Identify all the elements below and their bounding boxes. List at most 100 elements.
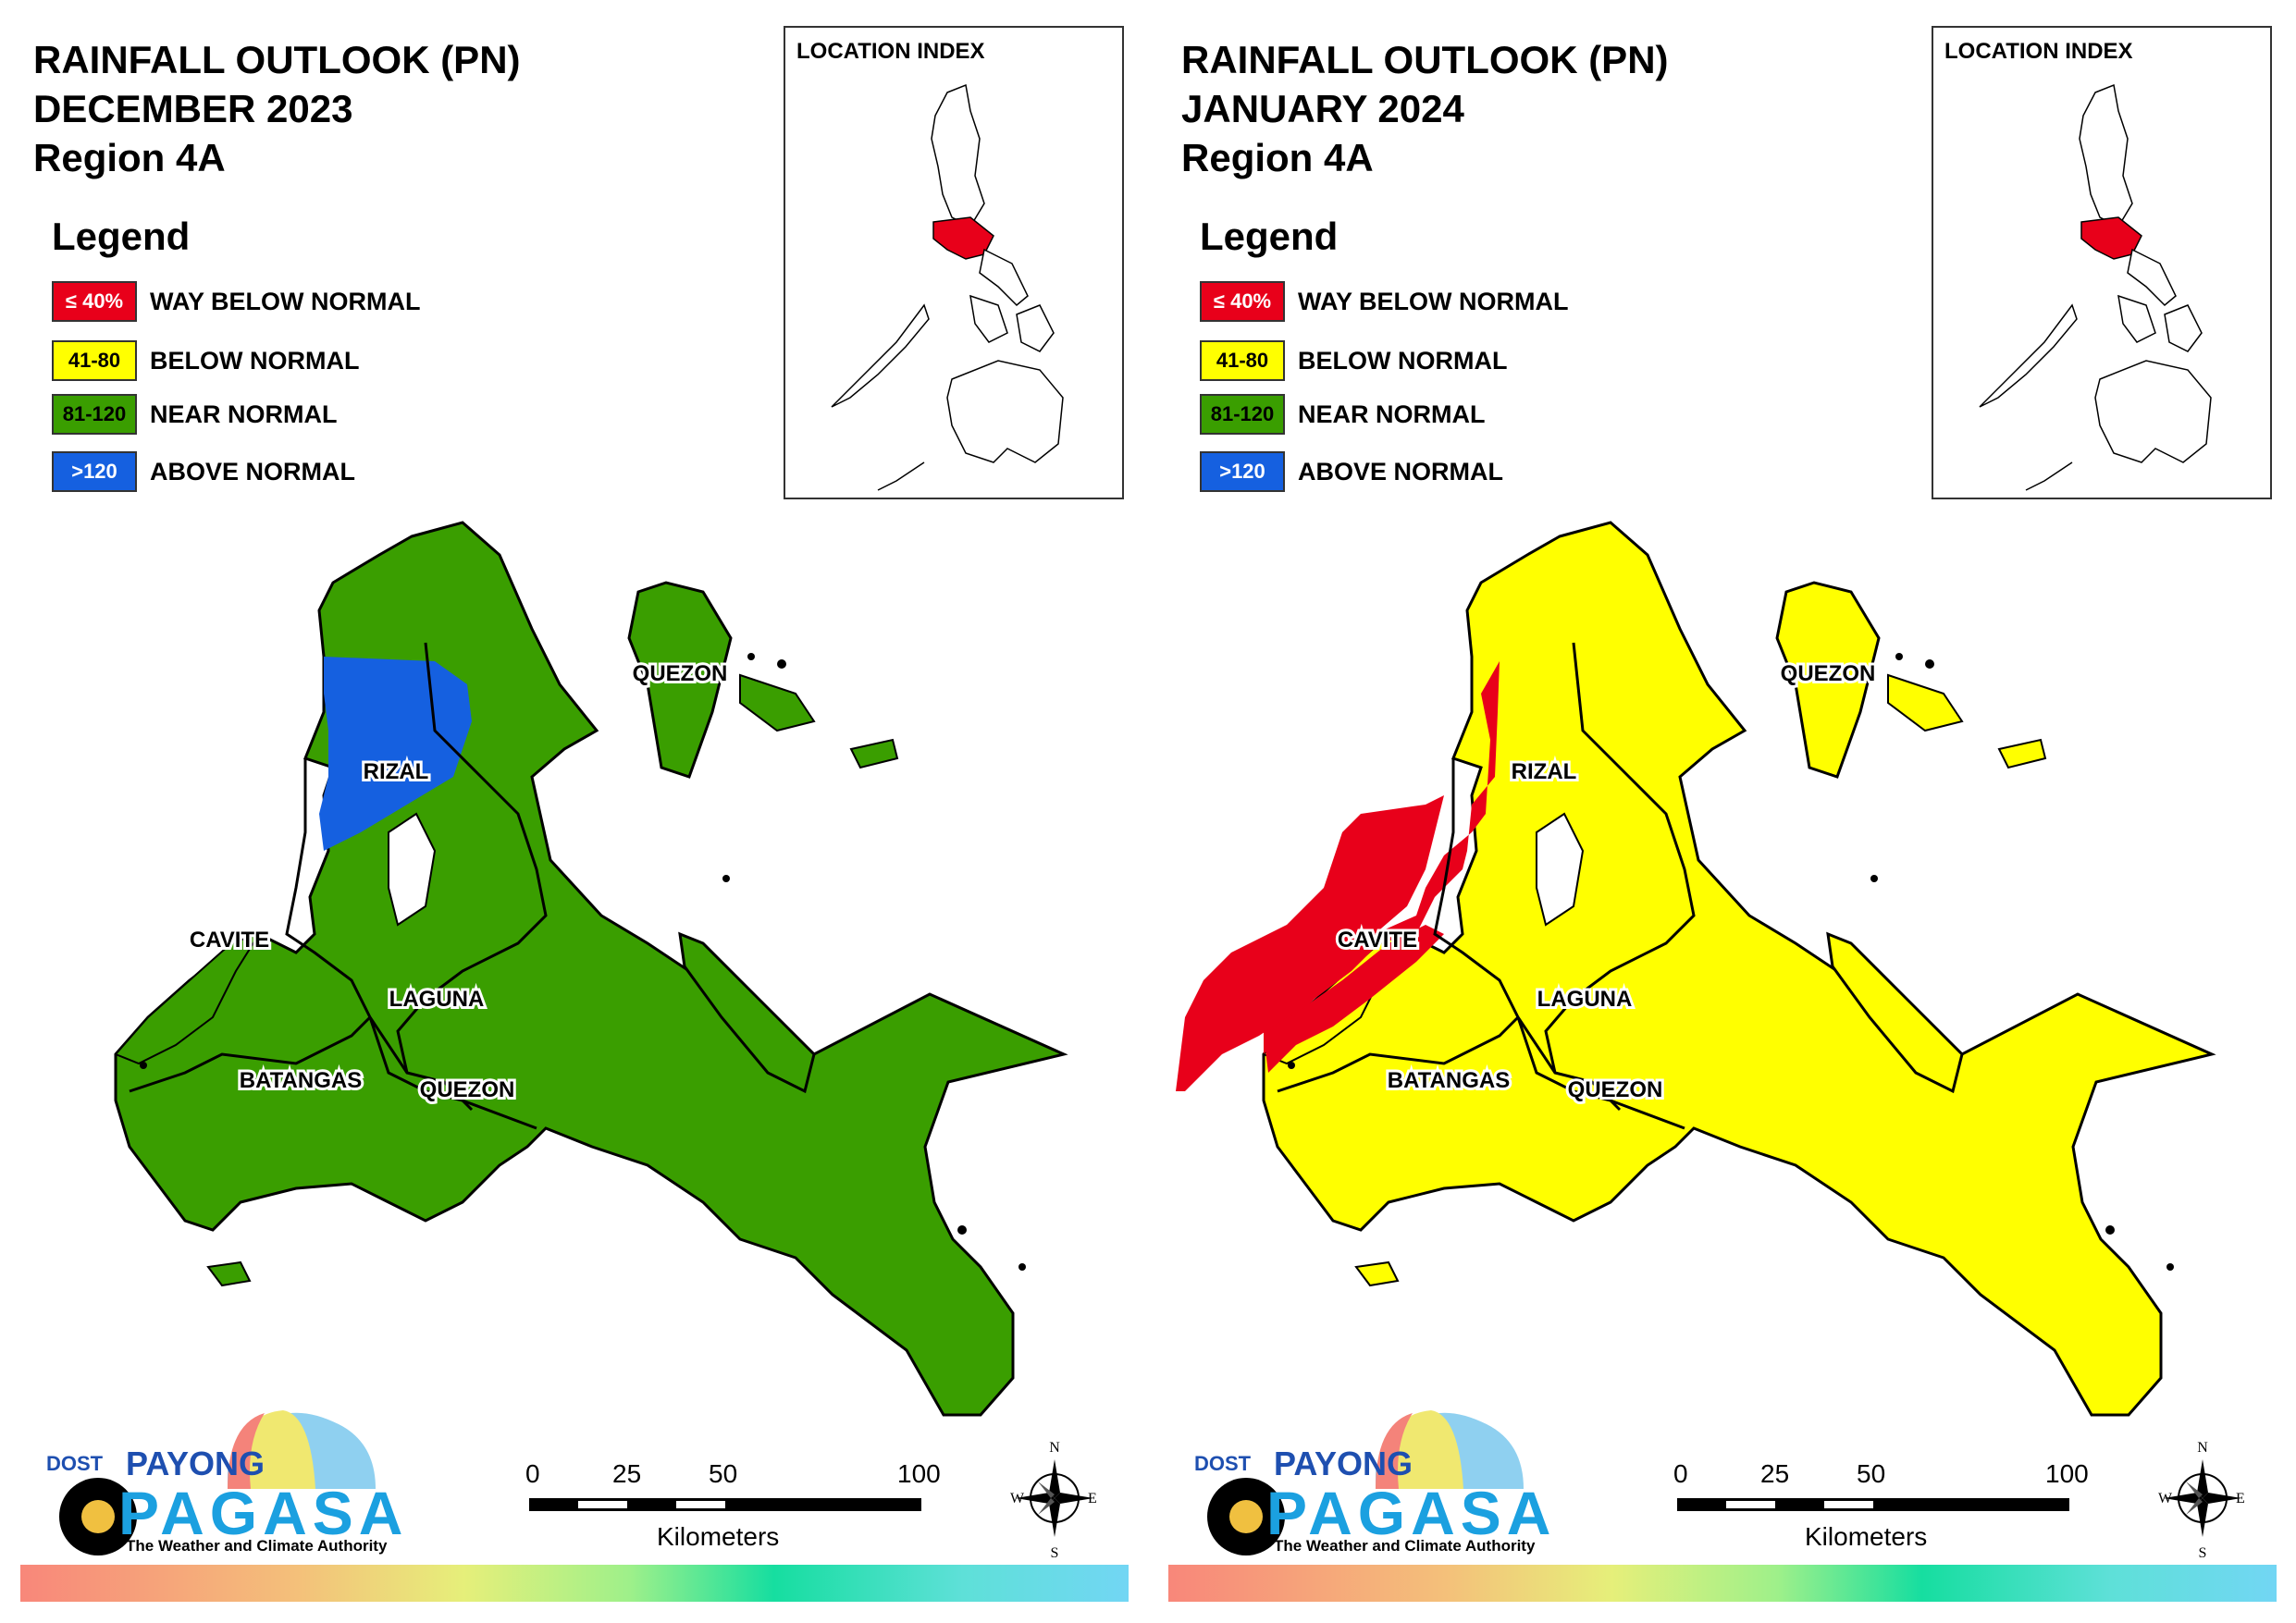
overlay-area bbox=[1264, 925, 1444, 1073]
province-border bbox=[1544, 642, 1696, 1074]
small-island bbox=[206, 1260, 252, 1287]
scale-tick: 50 bbox=[709, 1459, 738, 1488]
scale-bar: 0 25 50 100 Kilometers bbox=[1666, 1452, 2092, 1563]
logo-dost: DOST bbox=[1194, 1452, 1252, 1475]
province-border bbox=[129, 1015, 372, 1093]
location-index-title: LOCATION INDEX bbox=[796, 39, 985, 64]
north-arrow-compass: N S W E bbox=[1010, 1439, 1099, 1561]
label-laguna: LAGUNA bbox=[1537, 987, 1633, 1012]
north-arrow-compass: N S W E bbox=[2158, 1439, 2247, 1561]
legend-item-above: >120 ABOVE NORMAL bbox=[1200, 449, 1503, 494]
mainland-base-area bbox=[114, 521, 1068, 1417]
legend-label: WAY BELOW NORMAL bbox=[1298, 287, 1569, 315]
legend-swatch: ≤ 40% bbox=[1200, 281, 1285, 322]
scale-tick: 25 bbox=[612, 1459, 642, 1488]
location-index-inset: LOCATION INDEX bbox=[784, 26, 1124, 499]
legend-item-way-below: ≤ 40% WAY BELOW NORMAL bbox=[1200, 279, 1569, 324]
legend-label: NEAR NORMAL bbox=[1298, 400, 1486, 428]
polillo-island bbox=[627, 581, 733, 779]
title-line-3: Region 4A bbox=[1181, 136, 1374, 179]
svg-text:W: W bbox=[1010, 1491, 1025, 1506]
title-line-3: Region 4A bbox=[33, 136, 226, 179]
logo-pagasa: PAGASA bbox=[118, 1479, 409, 1547]
scale-tick: 50 bbox=[1857, 1459, 1886, 1488]
philippines-inset-map bbox=[831, 83, 1064, 491]
legend-swatch: 41-80 bbox=[1200, 340, 1285, 381]
laguna-lake bbox=[1536, 812, 1585, 927]
legend-swatch: >120 bbox=[52, 451, 137, 492]
legend-swatch: >120 bbox=[1200, 451, 1285, 492]
legend-item-near: 81-120 NEAR NORMAL bbox=[1200, 392, 1486, 436]
location-index-inset: LOCATION INDEX bbox=[1932, 26, 2272, 499]
region-4a-map: QUEZON RIZAL CAVITE LAGUNA BATANGAS QUEZ… bbox=[1176, 521, 2216, 1417]
label-batangas: BATANGAS bbox=[240, 1068, 362, 1093]
legend-swatch: 81-120 bbox=[52, 394, 137, 435]
title-line-2: JANUARY 2024 bbox=[1181, 87, 1464, 130]
location-index-title: LOCATION INDEX bbox=[1944, 39, 2133, 64]
label-quezon-north: QUEZON bbox=[633, 661, 728, 686]
legend-item-above: >120 ABOVE NORMAL bbox=[52, 449, 355, 494]
label-laguna: LAGUNA bbox=[389, 987, 485, 1012]
legend-swatch: 41-80 bbox=[52, 340, 137, 381]
label-cavite: CAVITE bbox=[190, 928, 269, 953]
legend-item-near: 81-120 NEAR NORMAL bbox=[52, 392, 338, 436]
label-rizal: RIZAL bbox=[1512, 759, 1577, 784]
label-rizal: RIZAL bbox=[364, 759, 429, 784]
logo-payong: PAYONG bbox=[126, 1445, 265, 1482]
legend-label: ABOVE NORMAL bbox=[1298, 457, 1503, 486]
legend-heading: Legend bbox=[1200, 215, 1339, 258]
laguna-lake bbox=[388, 812, 437, 927]
small-island bbox=[1354, 1260, 1400, 1287]
region-4a-highlight bbox=[2080, 216, 2142, 260]
scale-unit: Kilometers bbox=[1805, 1522, 1928, 1551]
svg-text:S: S bbox=[1051, 1545, 1059, 1559]
logo-tagline: The Weather and Climate Authority bbox=[1274, 1537, 1536, 1555]
province-border bbox=[1516, 1016, 1685, 1130]
svg-text:N: N bbox=[2197, 1440, 2208, 1456]
gradient-footer-bar bbox=[1168, 1565, 2277, 1602]
legend-label: BELOW NORMAL bbox=[150, 346, 360, 375]
province-border bbox=[285, 758, 474, 1112]
overlay-area bbox=[319, 657, 472, 851]
scale-bar: 0 25 50 100 Kilometers bbox=[518, 1452, 944, 1563]
map-title: RAINFALL OUTLOOK (PN) JANUARY 2024 Regio… bbox=[1181, 35, 1669, 182]
logo-payong: PAYONG bbox=[1274, 1445, 1413, 1482]
label-quezon-south: QUEZON bbox=[420, 1077, 515, 1102]
scale-tick: 0 bbox=[525, 1459, 540, 1488]
svg-text:E: E bbox=[1088, 1491, 1097, 1506]
legend-item-below: 41-80 BELOW NORMAL bbox=[1200, 338, 1507, 383]
scale-tick: 25 bbox=[1760, 1459, 1790, 1488]
overlay-area bbox=[1176, 795, 1444, 1091]
region-4a-map: QUEZON RIZAL CAVITE LAGUNA BATANGAS QUEZ… bbox=[114, 521, 1068, 1417]
legend-label: WAY BELOW NORMAL bbox=[150, 287, 421, 315]
polillo-island bbox=[1775, 581, 1881, 779]
map-title: RAINFALL OUTLOOK (PN) DECEMBER 2023 Regi… bbox=[33, 35, 521, 182]
mainland-base-area bbox=[1262, 521, 2216, 1417]
legend-swatch: 81-120 bbox=[1200, 394, 1285, 435]
province-border bbox=[396, 642, 548, 1074]
svg-text:W: W bbox=[2158, 1491, 2173, 1506]
scale-unit: Kilometers bbox=[657, 1522, 780, 1551]
scale-tick: 100 bbox=[897, 1459, 941, 1488]
province-border bbox=[1433, 758, 1622, 1112]
philippines-inset-map bbox=[1979, 83, 2212, 491]
legend-heading: Legend bbox=[52, 215, 191, 258]
small-island bbox=[1997, 738, 2047, 769]
small-island bbox=[739, 673, 816, 732]
legend-swatch: ≤ 40% bbox=[52, 281, 137, 322]
legend-label: ABOVE NORMAL bbox=[150, 457, 355, 486]
province-border bbox=[1277, 1015, 1520, 1093]
legend-label: BELOW NORMAL bbox=[1298, 346, 1508, 375]
payong-pagasa-logo: DOST PAYONG PAGASA The Weather and Clima… bbox=[33, 1387, 403, 1572]
label-quezon-north: QUEZON bbox=[1781, 661, 1876, 686]
region-4a-highlight bbox=[932, 216, 994, 260]
outlook-panel-december: RAINFALL OUTLOOK (PN) DECEMBER 2023 Regi… bbox=[20, 26, 1129, 1602]
small-island bbox=[849, 738, 899, 769]
title-line-1: RAINFALL OUTLOOK (PN) bbox=[1181, 38, 1669, 81]
title-line-2: DECEMBER 2023 bbox=[33, 87, 353, 130]
legend-label: NEAR NORMAL bbox=[150, 400, 338, 428]
province-border bbox=[368, 1016, 537, 1130]
alabat-island bbox=[678, 931, 816, 1094]
title-line-1: RAINFALL OUTLOOK (PN) bbox=[33, 38, 521, 81]
label-quezon-south: QUEZON bbox=[1568, 1077, 1663, 1102]
